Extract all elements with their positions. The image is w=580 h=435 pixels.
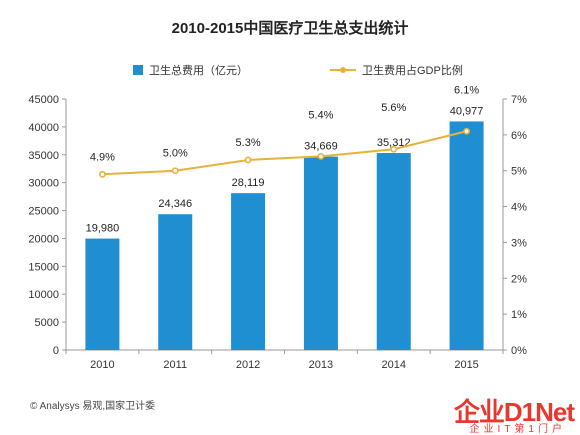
y-right-tick-label: 1%	[511, 309, 527, 321]
y-right-tick-label: 6%	[511, 130, 527, 142]
x-tick-label: 2015	[454, 359, 478, 371]
y-right-tick-label: 0%	[511, 345, 527, 357]
bar-value-label: 19,980	[86, 223, 120, 235]
bar	[231, 193, 266, 350]
bar-value-label: 40,977	[450, 105, 484, 117]
line-point	[171, 167, 179, 175]
bar	[85, 238, 120, 350]
y-left-tick-label: 45000	[28, 94, 59, 106]
y-left-tick-label: 0	[53, 345, 59, 357]
line-value-label: 4.9%	[90, 151, 115, 163]
y-left-tick-label: 25000	[28, 206, 59, 218]
line-series	[102, 130, 467, 176]
legend-label-bar: 卫生总费用（亿元）	[149, 65, 248, 77]
y-left-tick-label: 35000	[28, 150, 59, 162]
x-tick-label: 2012	[236, 359, 260, 371]
source-note: © Analysys 易观,国家卫计委	[30, 401, 156, 412]
watermark-logo: 企业D1Net	[453, 397, 575, 427]
legend-label-line: 卫生费用占GDP比例	[362, 65, 463, 77]
x-tick-label: 2013	[309, 359, 333, 371]
y-right-tick-label: 3%	[511, 237, 527, 249]
bar-value-label: 34,669	[304, 141, 338, 153]
line-value-label: 6.1%	[454, 84, 479, 96]
legend-item-line: 卫生费用占GDP比例	[330, 62, 463, 78]
line-point	[99, 170, 106, 178]
y-right-tick-label: 7%	[511, 94, 527, 106]
legend-swatch-bar	[133, 65, 143, 75]
y-left-tick-label: 30000	[28, 178, 59, 190]
chart-legend: 卫生总费用（亿元） 卫生费用占GDP比例	[0, 62, 580, 78]
bar	[449, 121, 484, 351]
y-right-tick-label: 5%	[511, 166, 527, 178]
y-right-tick-label: 2%	[511, 273, 527, 285]
x-tick-label: 2010	[90, 359, 114, 371]
line-point	[244, 156, 252, 164]
bar-value-label: 24,346	[158, 198, 192, 210]
line-value-label: 5.3%	[236, 137, 261, 149]
line-value-label: 5.6%	[381, 102, 406, 114]
x-tick-label: 2011	[163, 359, 187, 371]
y-left-tick-label: 15000	[28, 261, 59, 273]
watermark-subtitle: 企业IT第1门户	[469, 424, 566, 435]
x-tick-label: 2014	[382, 359, 406, 371]
line-value-label: 5.0%	[163, 148, 188, 160]
bar	[158, 214, 193, 350]
y-left-tick-label: 40000	[28, 122, 59, 134]
bar	[376, 153, 411, 350]
y-right-tick-label: 4%	[511, 202, 527, 214]
bar	[303, 156, 338, 350]
bar-value-label: 28,119	[232, 177, 265, 189]
line-point	[317, 152, 325, 160]
bar-value-label: 35,312	[377, 137, 411, 149]
chart-title: 2010-2015中国医疗卫生总支出统计	[171, 20, 409, 37]
line-point	[463, 127, 470, 135]
y-left-tick-label: 10000	[28, 289, 59, 301]
y-left-tick-label: 20000	[28, 233, 59, 245]
line-point	[390, 145, 398, 153]
legend-item-bar: 卫生总费用（亿元）	[133, 62, 248, 78]
line-value-label: 5.4%	[308, 109, 333, 121]
legend-swatch-line	[330, 65, 356, 75]
y-left-tick-label: 5000	[35, 317, 59, 329]
